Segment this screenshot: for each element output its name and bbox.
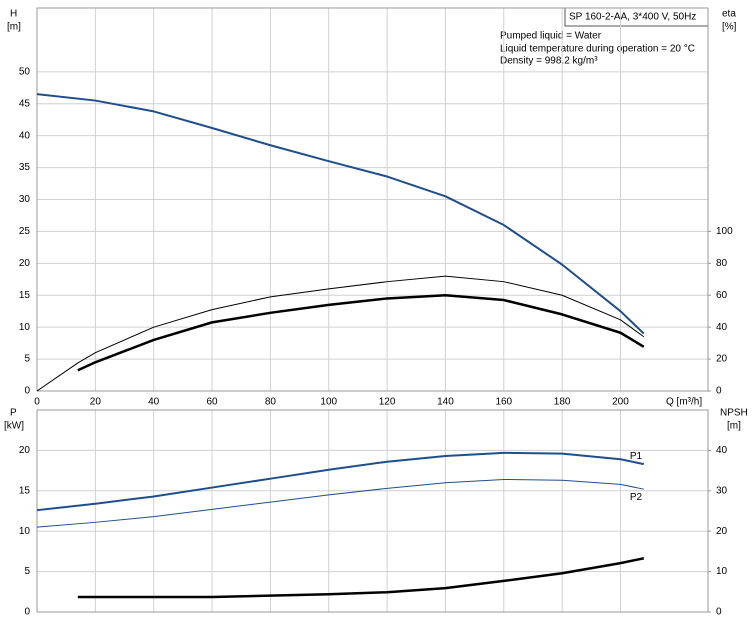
y2-tick-label: 30: [716, 485, 728, 496]
y-tick-label: 15: [19, 290, 31, 301]
y-unit: [m]: [7, 22, 21, 33]
curve: [36, 275, 645, 392]
y2-tick-label: 10: [716, 566, 728, 577]
y-tick-label: 35: [19, 162, 31, 173]
curve-label: P2: [630, 492, 643, 503]
y-unit: [kW]: [4, 421, 24, 432]
y2-tick-label: 0: [716, 386, 722, 397]
annotation: Liquid temperature during operation = 20…: [500, 44, 695, 55]
y2-tick-label: 40: [716, 322, 728, 333]
x-tick-label: 100: [320, 397, 337, 408]
y2-tick-label: 40: [716, 445, 728, 456]
x-tick-label: 80: [265, 397, 277, 408]
x-tick-label: 180: [554, 397, 571, 408]
plot-frame: [36, 7, 709, 392]
y-tick-label: 0: [24, 607, 30, 618]
curve-label: P1: [630, 451, 643, 462]
y2-label: eta: [722, 9, 736, 20]
y-tick-label: 10: [19, 322, 31, 333]
x-tick-label: 160: [495, 397, 512, 408]
y-tick-label: 45: [19, 98, 31, 109]
y-tick-label: 20: [19, 258, 31, 269]
curve: [77, 294, 645, 372]
x-label: Q [m³/h]: [666, 397, 702, 408]
y2-tick-label: 100: [716, 226, 733, 237]
y2-tick-label: 20: [716, 354, 728, 365]
chart-title: SP 160-2-AA, 3*400 V, 50Hz: [569, 12, 696, 23]
y-label: H: [10, 9, 17, 20]
y2-label: NPSH: [720, 408, 748, 419]
curve: [36, 478, 644, 528]
y2-unit: [m]: [727, 421, 741, 432]
curve: [77, 557, 645, 599]
y-tick-label: 15: [19, 485, 31, 496]
y-tick-label: 50: [19, 66, 31, 77]
y2-tick-label: 20: [716, 526, 728, 537]
y2-tick-label: 80: [716, 258, 728, 269]
y-tick-label: 20: [19, 445, 31, 456]
x-tick-label: 200: [612, 397, 629, 408]
x-tick-label: 40: [148, 397, 160, 408]
y2-tick-label: 0: [716, 607, 722, 618]
x-tick-label: 120: [379, 397, 396, 408]
y-tick-label: 5: [24, 354, 30, 365]
y-tick-label: 5: [24, 566, 30, 577]
y-tick-label: 25: [19, 226, 31, 237]
y-tick-label: 0: [24, 386, 30, 397]
y-tick-label: 30: [19, 194, 31, 205]
curve: [36, 93, 645, 335]
x-tick-label: 140: [437, 397, 454, 408]
plot-frame: [36, 409, 709, 613]
y-label: P: [10, 408, 17, 419]
x-tick-label: 60: [206, 397, 218, 408]
y-tick-label: 40: [19, 130, 31, 141]
annotation: Density = 998.2 kg/m³: [500, 56, 598, 67]
x-tick-label: 20: [90, 397, 102, 408]
curve: [36, 451, 645, 512]
annotation: Pumped liquid = Water: [500, 31, 602, 42]
y-tick-label: 10: [19, 526, 31, 537]
y2-unit: [%]: [722, 22, 737, 33]
y2-tick-label: 60: [716, 290, 728, 301]
x-tick-label: 0: [34, 397, 40, 408]
